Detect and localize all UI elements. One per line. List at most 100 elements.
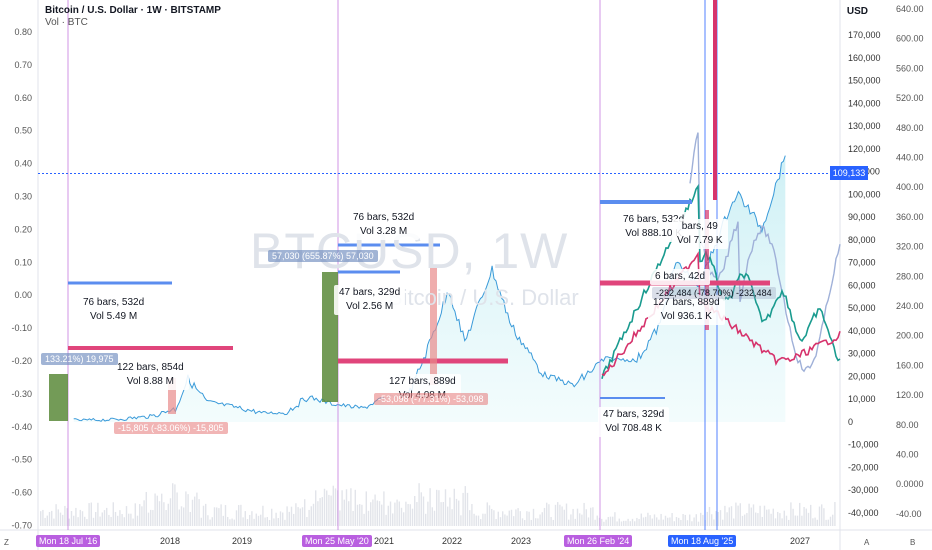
volume-bar [537, 518, 539, 526]
volume-bar [735, 502, 737, 526]
volume-bar [328, 494, 330, 526]
volume-bar [62, 514, 64, 526]
right-scale-tick: 0.0000 [896, 479, 924, 489]
volume-bar [722, 519, 724, 526]
volume-bar [451, 509, 453, 526]
volume-bar [319, 498, 321, 526]
volume-bar [493, 510, 495, 526]
volume-bar [110, 516, 112, 526]
right-scale-tick: 160.00 [896, 360, 924, 370]
volume-bar [455, 498, 458, 526]
volume-bar [590, 507, 592, 526]
volume-bar [249, 514, 251, 526]
volume-bar [79, 509, 81, 526]
range-line [600, 200, 692, 204]
log-scale-button[interactable]: B [910, 538, 916, 547]
volume-bar [220, 504, 222, 526]
volume-bar [763, 505, 766, 526]
volume-bar [66, 508, 68, 526]
volume-bar [620, 521, 623, 526]
volume-bar [471, 504, 473, 526]
left-scale-tick: 0.80 [14, 27, 32, 37]
volume-bar [361, 504, 363, 526]
price-scale-tick: 70,000 [848, 258, 876, 268]
volume-bar [733, 518, 735, 526]
volume-bar [121, 514, 123, 526]
volume-bar [176, 492, 178, 526]
volume-bar [726, 512, 728, 526]
cycle3-mid-vol: Vol 708.48 K [605, 423, 662, 434]
volume-bar [59, 512, 62, 526]
volume-bar [605, 519, 607, 526]
volume-bar [825, 519, 827, 526]
volume-bar [381, 504, 383, 526]
volume-bar [530, 519, 532, 526]
volume-bar [334, 488, 337, 526]
price-scale-tick: 30,000 [848, 349, 876, 359]
volume-bar [499, 517, 502, 526]
volume-bar [488, 505, 491, 526]
volume-bar [651, 518, 653, 526]
left-scale-tick: 0.20 [14, 224, 32, 234]
x-tick-2018: 2018 [160, 536, 180, 546]
volume-bar [167, 503, 169, 526]
volume-bar [205, 503, 207, 526]
volume-bar [420, 492, 422, 526]
volume-bar [684, 514, 686, 526]
volume-bar [686, 520, 689, 526]
volume-bar [728, 507, 730, 526]
volume-bar [480, 519, 482, 526]
volume-bar [585, 509, 587, 526]
price-scale-tick: 170,000 [848, 30, 881, 40]
volume-bar [306, 517, 308, 526]
right-scale-tick: 480.00 [896, 123, 924, 133]
volume-bar [398, 501, 400, 526]
volume-bar [394, 502, 396, 526]
projection-teal [601, 183, 841, 379]
volume-bar [495, 519, 497, 526]
volume-bar [191, 499, 194, 526]
price-scale-tick: 140,000 [848, 98, 881, 108]
volume-bar [389, 501, 392, 526]
volume-bars [40, 483, 836, 526]
volume-bar [354, 489, 356, 526]
volume-bar [403, 512, 405, 526]
volume-bar [717, 512, 719, 526]
price-scale-tick: 150,000 [848, 76, 881, 86]
volume-bar [695, 514, 697, 526]
volume-bar [97, 502, 99, 526]
volume-bar [592, 507, 594, 526]
volume-bar [781, 518, 783, 526]
range-line [338, 243, 440, 247]
volume-bar [739, 503, 741, 526]
watermark-name: Bitcoin / U.S. Dollar [388, 285, 579, 310]
volume-bar [647, 512, 649, 526]
volume-bar [444, 489, 447, 526]
volume-bar [574, 518, 576, 526]
volume-bar [570, 514, 572, 526]
price-area-fill [73, 155, 786, 422]
cycle3-proj1-bars: 127 bars, 889d [653, 297, 720, 308]
volume-bar [513, 516, 515, 526]
volume-bar [746, 513, 748, 526]
volume-bar [227, 516, 229, 526]
volume-bar [222, 515, 224, 526]
volume-bar [526, 511, 528, 526]
cycle1-range-bars: 76 bars, 532d [83, 297, 145, 308]
volume-bar [607, 517, 609, 526]
volume-bar [583, 502, 585, 526]
volume-bar [466, 492, 469, 526]
left-scale-tick: -0.40 [11, 422, 32, 432]
auto-scale-button[interactable]: A [864, 538, 870, 547]
volume-bar [290, 506, 293, 526]
cycle3-range-bars: 76 bars, 532d [623, 214, 685, 225]
x-tick-2019: 2019 [232, 536, 252, 546]
volume-bar [532, 508, 535, 526]
volume-bar [458, 500, 460, 526]
volume-bar [359, 504, 361, 526]
volume-bar [196, 492, 198, 526]
price-scale-tick: -30,000 [848, 485, 879, 495]
volume-bar [508, 510, 510, 526]
projection-spike [713, 0, 717, 200]
volume-bar [561, 506, 563, 526]
